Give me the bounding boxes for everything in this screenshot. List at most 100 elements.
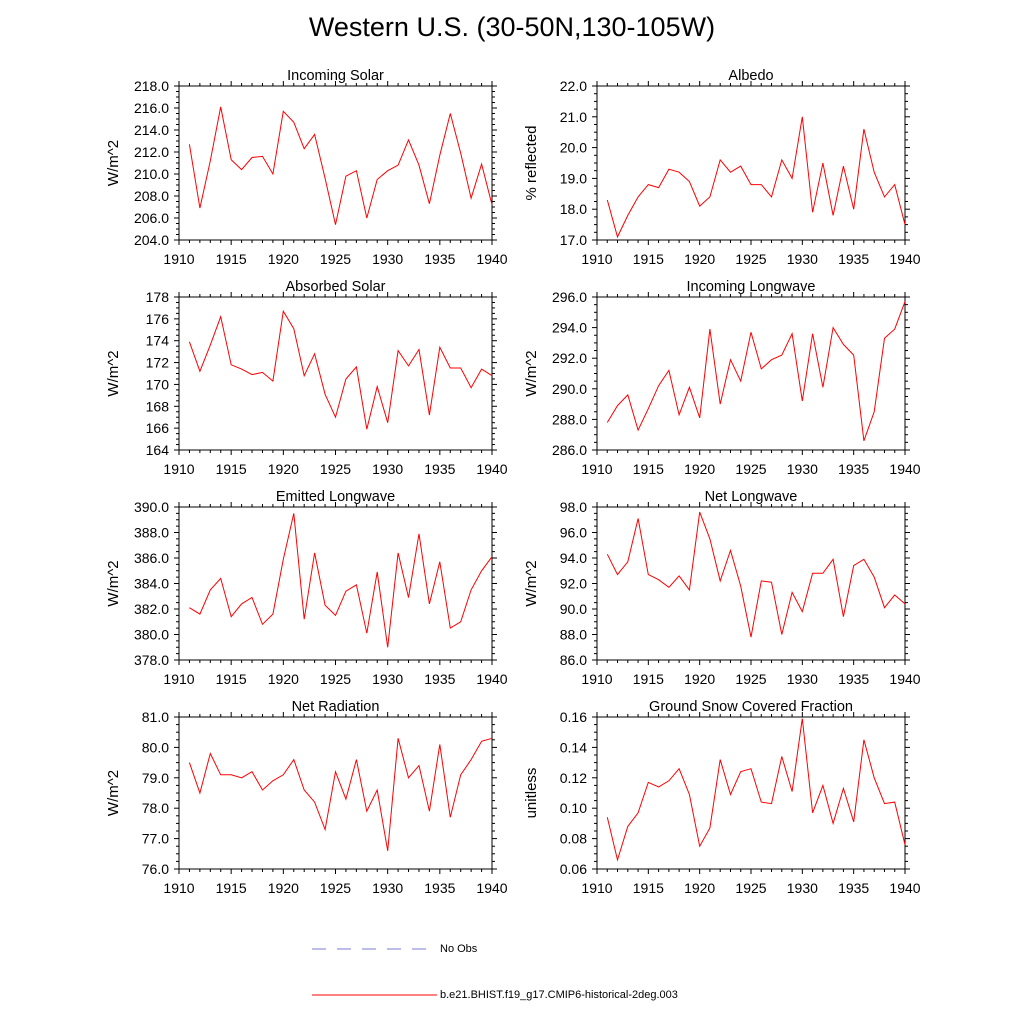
panel-title: Net Longwave [705,489,798,505]
data-point [261,788,264,791]
x-tick-label: 1915 [633,461,664,477]
data-point [606,816,609,819]
data-point [376,178,379,181]
y-axis-label: % reflected [523,125,540,200]
data-point [616,235,619,238]
data-point [698,205,701,208]
data-point [407,138,410,141]
plot-frame [596,716,906,870]
data-point [719,758,722,761]
panel-title: Ground Snow Covered Fraction [649,699,853,715]
data-point [873,410,876,413]
data-point [893,801,896,804]
x-tick-label: 1915 [633,251,664,267]
data-point [261,371,264,374]
y-tick-label: 170 [146,376,170,392]
data-point [230,615,233,618]
x-tick-label: 1920 [268,251,299,267]
x-tick-label: 1920 [684,880,715,896]
data-point [480,163,483,166]
chart-panel-4: Incoming Longwave W/m^2 286.0 288.0 290.0 292… [523,279,921,477]
legend-obs-label: No Obs [440,943,478,955]
y-tick-label: 218.0 [134,78,169,94]
y-tick-label: 0.10 [560,800,587,816]
data-point [739,770,742,773]
data-point [667,369,670,372]
y-tick-label: 388.0 [134,525,169,541]
data-point [324,177,327,180]
x-tick-label: 1925 [320,251,351,267]
data-point [480,368,483,371]
data-point [251,156,254,159]
x-tick-label: 1920 [684,461,715,477]
data-point [219,773,222,776]
data-point [873,171,876,174]
data-point [616,858,619,861]
data-point [893,593,896,596]
series-line [189,513,493,648]
data-point [407,364,410,367]
data-point [334,416,337,419]
x-tick-label: 1915 [633,671,664,687]
data-point [271,613,274,616]
y-tick-label: 0.08 [560,831,587,847]
series-line [188,309,493,430]
data-point [271,173,274,176]
data-point [811,811,814,814]
data-point [750,331,753,334]
y-tick-label: 214.0 [134,122,169,138]
data-point [606,421,609,424]
x-tick-label: 1930 [787,461,818,477]
y-tick-label: 78.0 [142,800,169,816]
data-point [282,110,285,113]
data-point [862,738,865,741]
data-point [261,623,264,626]
plot-frame [596,85,906,241]
data-point [862,128,865,131]
data-point [626,560,629,563]
data-point [842,615,845,618]
data-point [459,367,462,370]
data-point [832,214,835,217]
x-tick-label: 1930 [787,251,818,267]
series-line [606,301,906,441]
data-point [698,845,701,848]
x-tick-label: 1910 [581,671,612,687]
x-tick-label: 1935 [424,251,455,267]
y-tick-label: 21.0 [560,109,587,125]
data-point [904,843,907,846]
data-point [832,326,835,329]
y-axis-label: W/m^2 [523,560,540,606]
plot-frame [178,506,493,661]
data-point [708,537,711,540]
plot-frame [596,296,906,451]
data-point [407,776,410,779]
y-tick-label: 382.0 [134,601,169,617]
y-tick-label: 384.0 [134,576,169,592]
chart-panel-5: Emitted Longwave W/m^2 378.0 380.0 382.0 384.… [105,489,508,687]
data-point [739,380,742,383]
data-point [365,810,368,813]
data-point [324,604,327,607]
x-tick-label: 1935 [838,461,869,477]
data-point [386,849,389,852]
y-tick-label: 206.0 [134,210,169,226]
data-point [657,785,660,788]
panel-title: Absorbed Solar [286,279,386,295]
y-tick-label: 166 [146,420,170,436]
data-point [801,717,804,720]
data-point [261,155,264,158]
data-point [480,740,483,743]
data-point [230,363,233,366]
data-point [438,346,441,349]
x-tick-label: 1925 [735,671,766,687]
data-point [459,620,462,623]
x-tick-label: 1940 [889,461,920,477]
data-point [811,572,814,575]
plot-frame [178,296,493,451]
data-point [688,588,691,591]
data-point [616,404,619,407]
data-point [470,588,473,591]
x-tick-label: 1930 [372,671,403,687]
data-point [873,776,876,779]
